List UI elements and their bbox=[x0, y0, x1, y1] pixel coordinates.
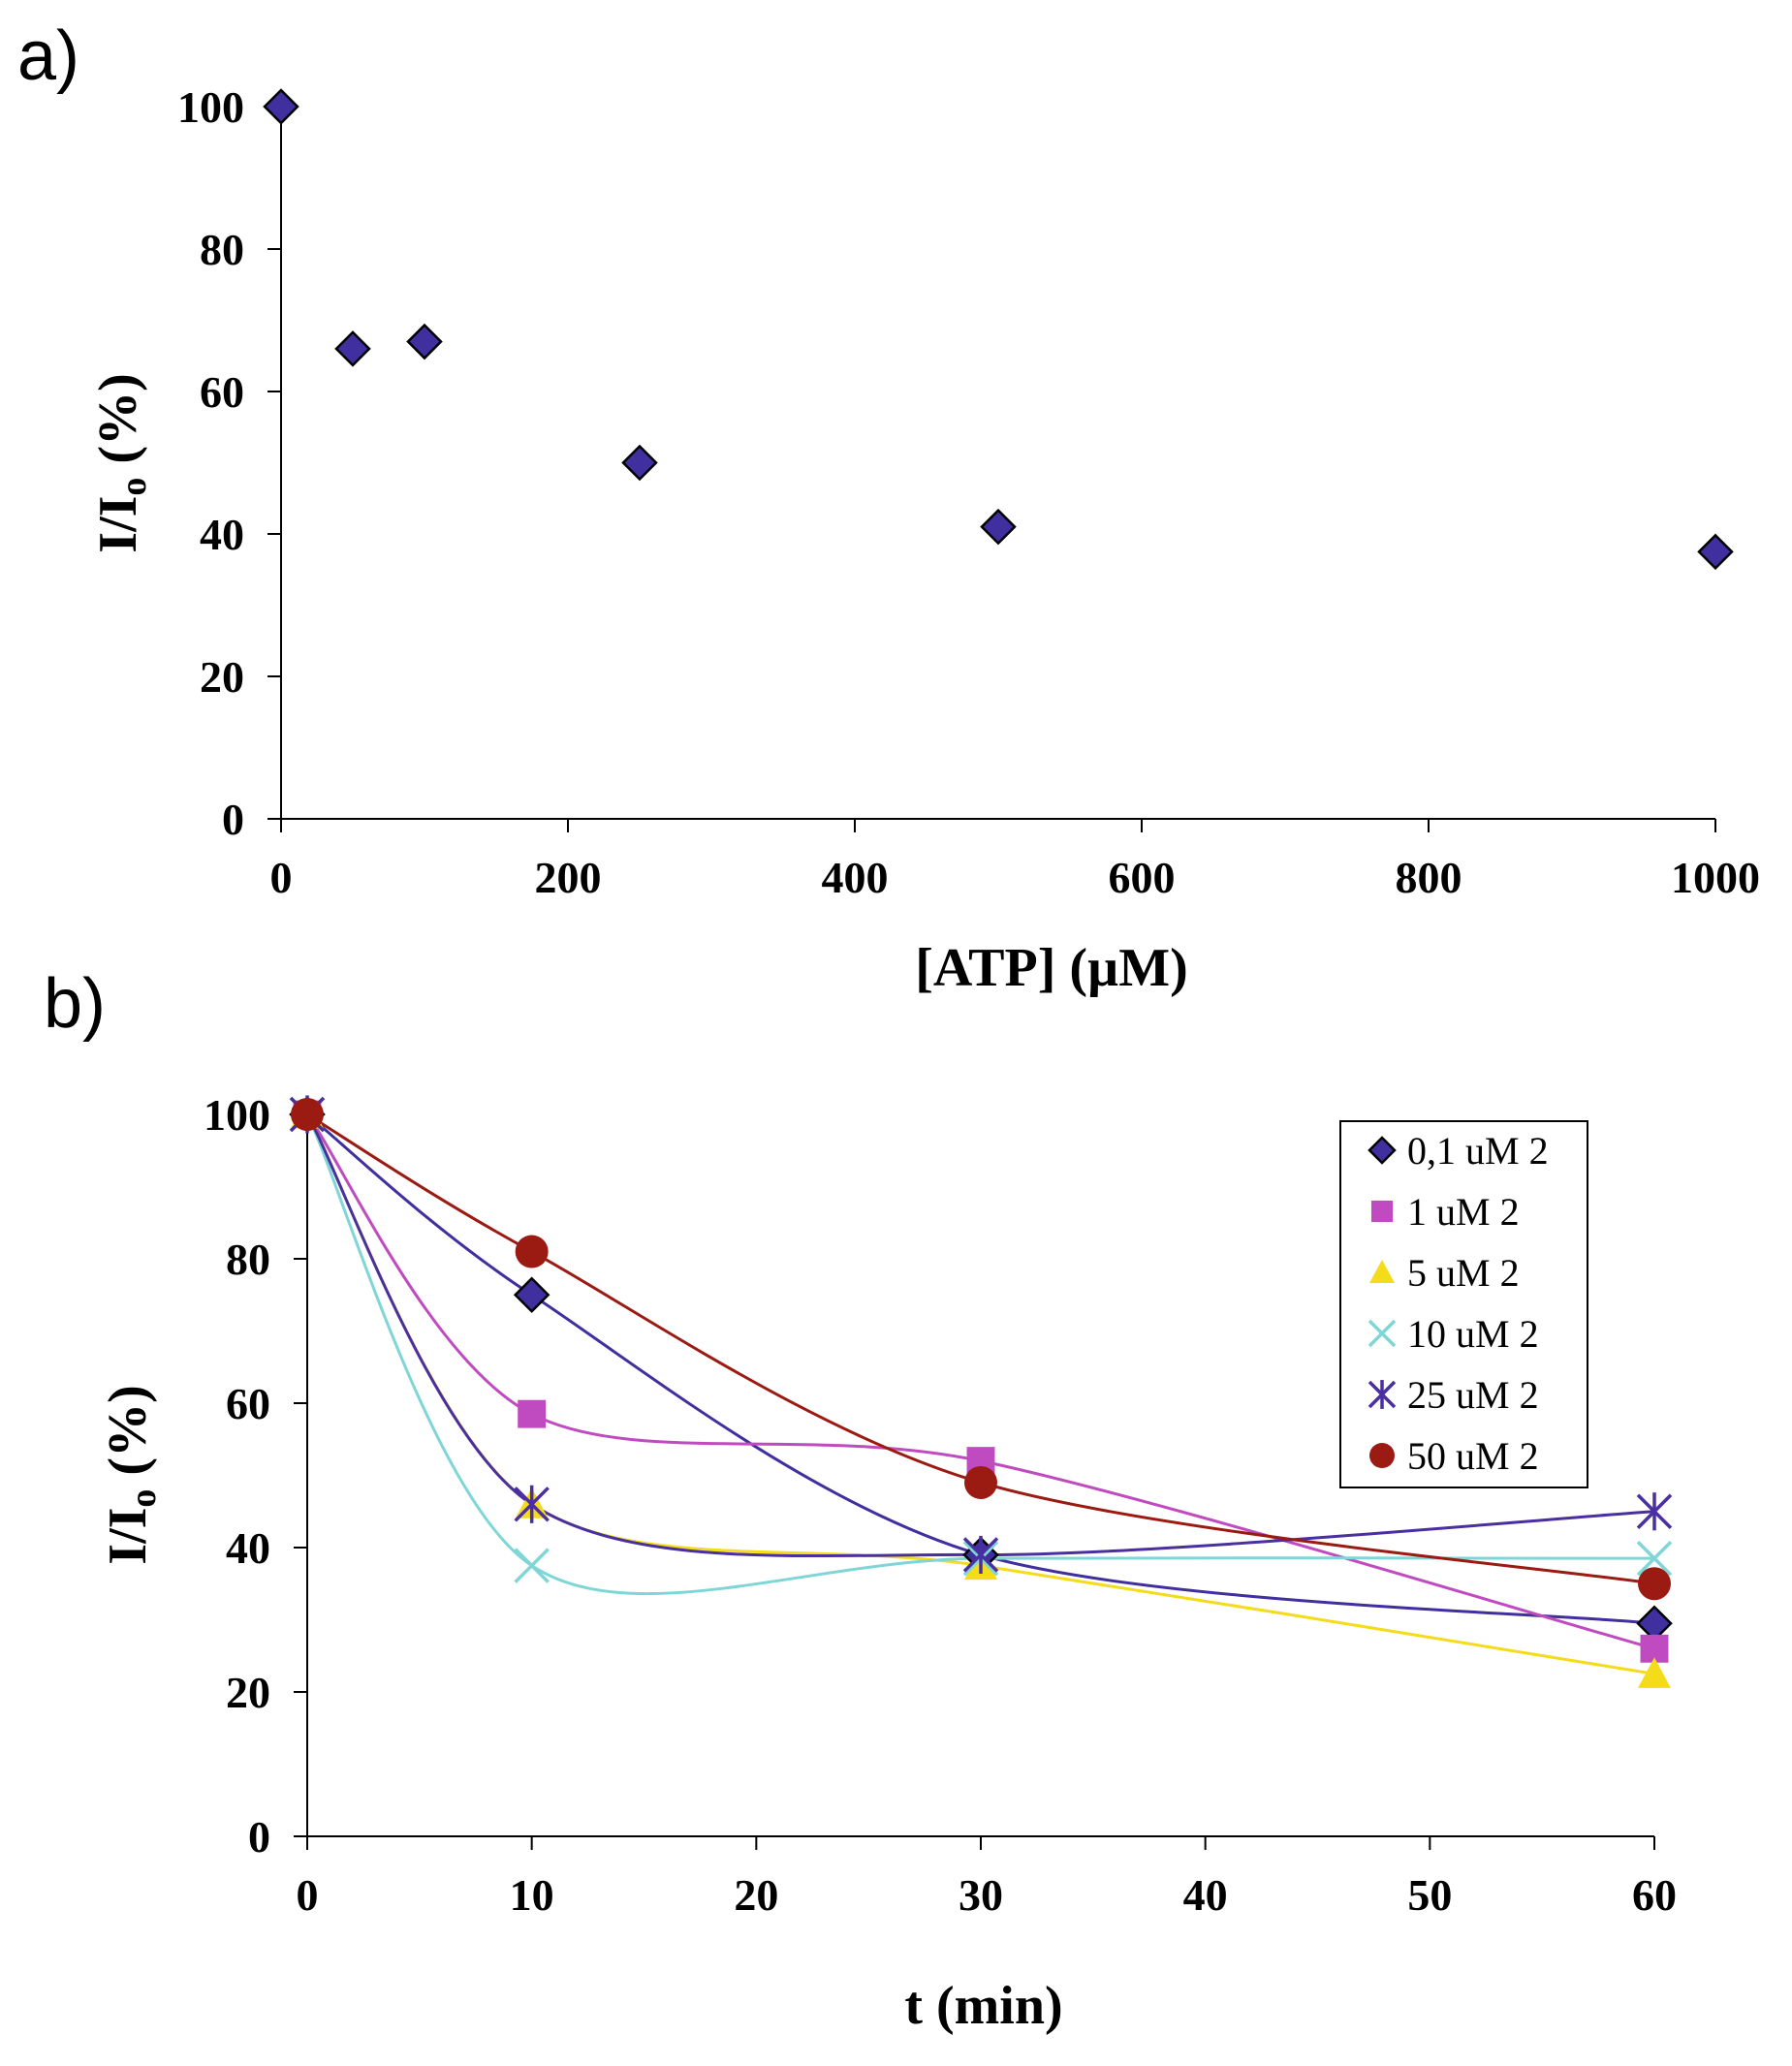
panel-b-y-label: I/Io (%) bbox=[98, 1385, 164, 1564]
panel-b-points bbox=[289, 1095, 1673, 1688]
legend-label: 0,1 uM 2 bbox=[1407, 1129, 1549, 1173]
series-curve bbox=[305, 1113, 1655, 1596]
legend-label: 50 uM 2 bbox=[1407, 1434, 1539, 1478]
panel-b-y-ticks: 0 20 40 60 80 100 bbox=[204, 1090, 307, 1862]
panel-a-x-ticks: 0 200 400 600 800 1000 bbox=[270, 819, 1760, 902]
x-tick-label: 60 bbox=[1632, 1870, 1677, 1920]
x-tick-label: 40 bbox=[1183, 1870, 1228, 1920]
panel-a-y-ticks: 0 20 40 60 80 100 bbox=[177, 82, 281, 844]
data-point bbox=[514, 1485, 550, 1523]
legend-marker bbox=[1370, 1200, 1394, 1223]
legend: 0,1 uM 2 1 uM 2 5 uM 2 10 uM 2 25 uM 2 50 uM … bbox=[1339, 1120, 1588, 1488]
panel-b-x-label: t (min) bbox=[904, 1976, 1062, 2036]
x-tick-label: 200 bbox=[535, 853, 602, 902]
x-tick-label: 50 bbox=[1407, 1870, 1452, 1920]
y-tick-label: 0 bbox=[222, 795, 244, 844]
y-tick-label: 40 bbox=[226, 1523, 270, 1573]
data-point bbox=[1636, 1492, 1673, 1531]
legend-label: 5 uM 2 bbox=[1407, 1251, 1520, 1295]
series-curve bbox=[305, 1113, 1655, 1650]
x-tick-label: 20 bbox=[734, 1870, 778, 1920]
x-tick-label: 800 bbox=[1396, 853, 1462, 902]
x-tick-label: 30 bbox=[959, 1870, 1003, 1920]
legend-label: 25 uM 2 bbox=[1407, 1373, 1539, 1417]
y-tick-label: 100 bbox=[177, 82, 244, 132]
x-tick-label: 1000 bbox=[1671, 853, 1760, 902]
legend-marker bbox=[1369, 1443, 1395, 1468]
data-point bbox=[514, 1548, 550, 1583]
panel-a: a) 0 20 40 60 80 100 0 200 400 600 800 1000 [ATP] … bbox=[17, 17, 1760, 998]
legend-item: 50 uM 2 bbox=[1369, 1434, 1539, 1478]
data-point bbox=[964, 1465, 997, 1499]
legend-box bbox=[1339, 1120, 1588, 1488]
data-point bbox=[962, 1535, 999, 1574]
data-point bbox=[263, 88, 299, 125]
data-point bbox=[1638, 1657, 1671, 1688]
data-point bbox=[291, 1098, 324, 1131]
y-tick-label: 0 bbox=[248, 1812, 270, 1862]
legend-item: 1 uM 2 bbox=[1370, 1190, 1520, 1234]
panel-b: b) 0 20 40 60 80 100 0 10 20 30 40 50 60 t (min) I/… bbox=[44, 965, 1677, 2036]
data-point bbox=[518, 1399, 547, 1428]
x-tick-label: 0 bbox=[297, 1870, 319, 1920]
x-tick-label: 400 bbox=[822, 853, 889, 902]
panel-a-points bbox=[263, 88, 1734, 571]
legend-label: 1 uM 2 bbox=[1407, 1190, 1520, 1234]
y-tick-label: 20 bbox=[200, 652, 244, 702]
data-point bbox=[1697, 533, 1734, 571]
data-point bbox=[1638, 1567, 1671, 1601]
legend-marker bbox=[1368, 1319, 1397, 1348]
panel-a-y-label: I/Io (%) bbox=[88, 373, 154, 552]
legend-item: 5 uM 2 bbox=[1369, 1251, 1520, 1295]
x-tick-label: 600 bbox=[1109, 853, 1176, 902]
data-point bbox=[980, 508, 1017, 546]
x-tick-label: 10 bbox=[510, 1870, 554, 1920]
y-tick-label: 60 bbox=[226, 1379, 270, 1428]
y-tick-label: 40 bbox=[200, 510, 244, 559]
panel-b-label: b) bbox=[44, 965, 106, 1043]
legend-item: 0,1 uM 2 bbox=[1368, 1129, 1549, 1173]
legend-label: 10 uM 2 bbox=[1407, 1312, 1539, 1356]
legend-marker bbox=[1368, 1380, 1397, 1409]
y-tick-label: 80 bbox=[226, 1235, 270, 1284]
data-point bbox=[515, 1235, 549, 1268]
legend-marker bbox=[1368, 1136, 1397, 1165]
data-point bbox=[1636, 1540, 1673, 1577]
data-point bbox=[621, 444, 658, 482]
data-point bbox=[513, 1276, 550, 1314]
series-curve bbox=[305, 1113, 1655, 1558]
series-curve bbox=[306, 1112, 1655, 1625]
y-tick-label: 100 bbox=[204, 1090, 270, 1140]
data-point bbox=[334, 330, 371, 367]
panel-a-x-label: [ATP] (µM) bbox=[915, 938, 1188, 998]
y-tick-label: 60 bbox=[200, 367, 244, 417]
y-tick-label: 80 bbox=[200, 225, 244, 274]
x-tick-label: 0 bbox=[270, 853, 293, 902]
series-curve bbox=[306, 1112, 1655, 1585]
panel-b-curves bbox=[305, 1112, 1655, 1675]
legend-item: 25 uM 2 bbox=[1368, 1373, 1539, 1417]
panel-a-label: a) bbox=[17, 17, 79, 95]
legend-item: 10 uM 2 bbox=[1368, 1312, 1539, 1356]
legend-marker bbox=[1369, 1260, 1395, 1284]
y-tick-label: 20 bbox=[226, 1668, 270, 1717]
panel-b-x-ticks: 0 10 20 30 40 50 60 bbox=[297, 1836, 1677, 1920]
data-point bbox=[406, 323, 443, 360]
